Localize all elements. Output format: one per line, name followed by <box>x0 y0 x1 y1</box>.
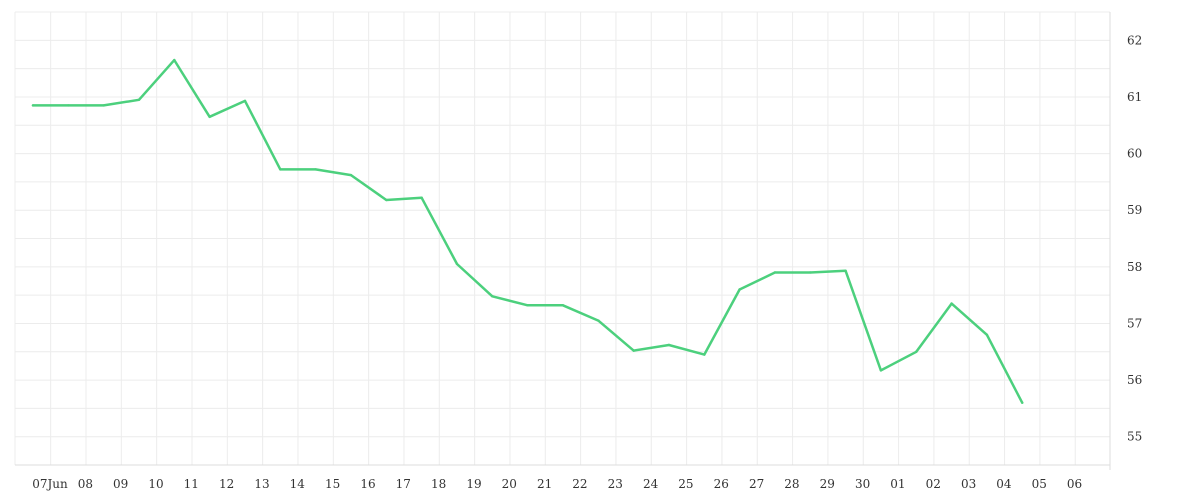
x-tick-label: 23 <box>608 477 623 491</box>
x-tick-label: 07Jun <box>32 477 68 491</box>
x-tick-label: 18 <box>431 477 446 491</box>
x-tick-label: 25 <box>678 477 693 491</box>
x-tick-label: 17 <box>396 477 411 491</box>
x-tick-label: 24 <box>643 477 659 491</box>
grid <box>14 11 1110 466</box>
data-point <box>137 98 141 101</box>
x-tick-label: 19 <box>466 477 481 491</box>
data-point <box>667 343 671 347</box>
data-point <box>279 168 282 171</box>
x-tick-label: 22 <box>572 477 587 491</box>
data-point <box>420 196 423 199</box>
x-tick-label: 02 <box>926 477 941 491</box>
x-tick-label: 27 <box>749 477 764 491</box>
x-tick-label: 15 <box>325 477 340 491</box>
data-point <box>243 99 247 103</box>
data-point <box>809 271 812 274</box>
data-point <box>1021 401 1024 404</box>
data-point <box>632 349 635 352</box>
x-tick-label: 06 <box>1067 477 1082 491</box>
data-point <box>173 58 176 62</box>
x-tick-label: 16 <box>360 477 375 491</box>
x-tick-label: 11 <box>184 477 199 491</box>
x-tick-label: 08 <box>78 477 93 491</box>
x-tick-label: 29 <box>820 477 835 491</box>
x-tick-label: 12 <box>219 477 234 491</box>
y-tick-label: 56 <box>1127 373 1142 387</box>
x-tick-label: 20 <box>502 477 517 491</box>
y-tick-label: 59 <box>1127 203 1142 217</box>
data-point <box>208 115 211 118</box>
x-tick-label: 13 <box>254 477 269 491</box>
x-tick-label: 03 <box>961 477 976 491</box>
data-point <box>985 333 989 336</box>
data-point <box>31 104 35 107</box>
data-point <box>102 104 105 107</box>
y-tick-label: 60 <box>1127 147 1142 161</box>
data-point <box>385 198 388 202</box>
x-tick-label: 21 <box>537 477 552 491</box>
data-point <box>349 173 353 177</box>
data-point <box>773 271 777 274</box>
x-tick-label: 01 <box>890 477 905 491</box>
tick-labels: 55 56 57 58 59 60 61 62 07Jun 08 09 10 11 12 13 14 15 16 1… <box>32 33 1142 491</box>
x-tick-label: 28 <box>784 477 799 491</box>
x-tick-label: 04 <box>996 477 1012 491</box>
x-tick-label: 09 <box>113 477 128 491</box>
data-point <box>844 269 847 272</box>
x-tick-label: 10 <box>148 477 163 491</box>
data-point <box>67 104 70 107</box>
data-point <box>915 350 918 353</box>
series <box>31 58 1024 404</box>
data-point <box>703 353 706 356</box>
y-tick-label: 61 <box>1127 90 1142 104</box>
x-tick-label: 05 <box>1032 477 1047 491</box>
data-point <box>561 304 565 307</box>
axes <box>15 12 1111 470</box>
data-point <box>879 369 883 372</box>
data-point <box>738 288 741 291</box>
x-tick-label: 26 <box>714 477 729 491</box>
data-point <box>597 319 600 322</box>
data-point <box>455 262 459 266</box>
y-tick-label: 57 <box>1127 316 1142 330</box>
y-tick-label: 58 <box>1127 260 1142 274</box>
data-point <box>950 302 953 305</box>
x-tick-label: 30 <box>855 477 870 491</box>
data-point <box>526 304 529 307</box>
x-tick-label: 14 <box>290 477 306 491</box>
data-point <box>314 168 317 171</box>
y-tick-label: 55 <box>1127 430 1142 444</box>
y-tick-label: 62 <box>1127 33 1142 47</box>
data-point <box>491 295 494 298</box>
